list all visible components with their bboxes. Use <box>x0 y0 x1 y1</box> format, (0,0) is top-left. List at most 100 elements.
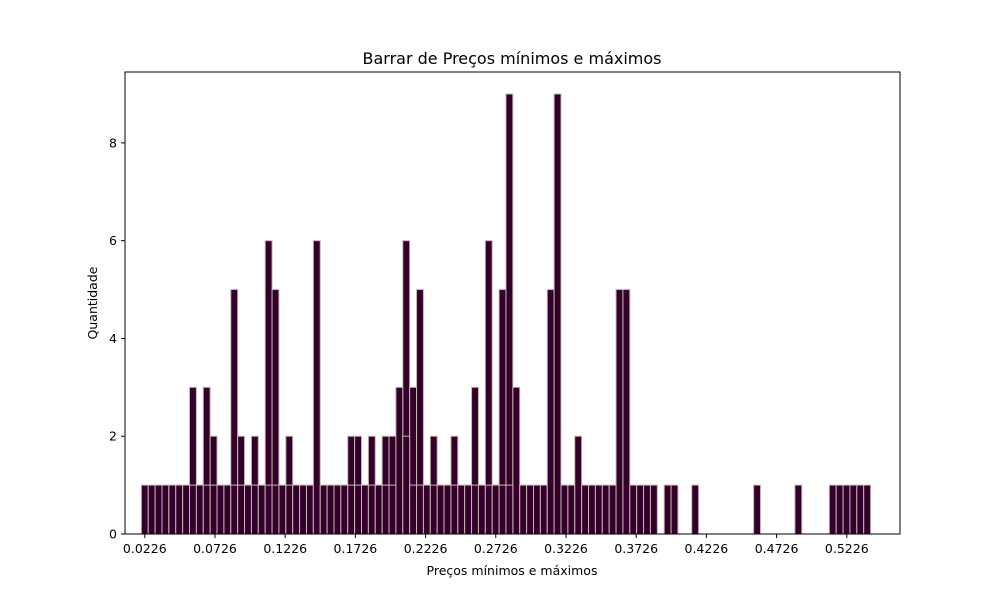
bar <box>175 484 184 535</box>
bar <box>395 386 404 535</box>
bar <box>436 484 445 535</box>
y-tick-label: 8 <box>109 135 117 150</box>
bar <box>505 484 514 535</box>
bar <box>340 484 349 535</box>
bar <box>553 93 562 535</box>
bar <box>594 484 603 535</box>
bar <box>532 484 541 535</box>
bar <box>519 484 528 535</box>
bar <box>182 484 191 535</box>
bar <box>622 289 631 535</box>
bar <box>347 484 356 535</box>
bar <box>842 484 851 535</box>
bar <box>216 484 225 535</box>
x-axis: 0.0226 0.0726 0.1226 0.1726 0.2226 0.2726 0.32… <box>123 534 869 556</box>
x-tick-label: 0.4226 <box>685 541 729 556</box>
bar <box>402 435 411 535</box>
bar <box>223 484 232 535</box>
bar <box>794 484 803 535</box>
bar <box>849 484 858 535</box>
bar <box>615 289 624 535</box>
y-tick-label: 0 <box>109 527 117 542</box>
bar <box>367 484 376 535</box>
y-tick-label: 2 <box>109 429 117 444</box>
y-tick-label: 4 <box>109 331 117 346</box>
bar <box>443 484 452 535</box>
bar <box>753 484 762 535</box>
x-tick-label: 0.3726 <box>614 541 658 556</box>
y-axis-label: Quantidade <box>85 266 100 339</box>
bar <box>828 484 837 535</box>
x-tick-label: 0.1226 <box>263 541 307 556</box>
bar <box>484 484 493 535</box>
x-tick-label: 0.5226 <box>825 541 869 556</box>
x-axis-label: Preços mínimos e máximos <box>427 563 598 578</box>
bar <box>285 484 294 535</box>
bar <box>691 484 700 535</box>
bar <box>168 484 177 535</box>
x-tick-label: 0.2726 <box>474 541 518 556</box>
bar <box>608 484 617 535</box>
x-tick-label: 0.1726 <box>334 541 378 556</box>
bar <box>416 484 424 535</box>
bar <box>498 484 507 535</box>
bar <box>374 484 383 535</box>
bar <box>264 484 273 535</box>
bar <box>237 484 246 535</box>
bar <box>292 484 301 535</box>
bar <box>154 484 163 535</box>
bar <box>505 93 514 535</box>
bar <box>299 484 307 535</box>
bar <box>202 484 211 535</box>
bar <box>209 484 218 535</box>
bar <box>636 484 645 535</box>
bar <box>629 484 638 535</box>
bar <box>271 484 280 535</box>
bar <box>381 484 390 535</box>
bar <box>326 484 335 535</box>
bar <box>663 484 672 535</box>
bar <box>601 484 610 535</box>
bar <box>388 484 397 535</box>
bar <box>835 484 844 535</box>
bar <box>560 484 569 535</box>
bar <box>491 484 500 535</box>
bar <box>574 435 583 535</box>
bar <box>429 484 438 535</box>
bar <box>581 484 590 535</box>
bar <box>567 484 576 535</box>
bar <box>250 484 259 535</box>
y-axis: 0 2 4 6 8 <box>109 135 125 542</box>
bar <box>147 484 156 535</box>
bars-layer <box>140 93 872 535</box>
bar <box>539 484 548 535</box>
bar <box>161 484 170 535</box>
x-tick-label: 0.4726 <box>755 541 799 556</box>
bar <box>457 484 466 535</box>
bar <box>230 484 239 535</box>
bar <box>140 484 149 535</box>
x-tick-label: 0.3226 <box>544 541 588 556</box>
bar <box>464 484 473 535</box>
bar <box>643 484 651 535</box>
x-tick-label: 0.0226 <box>123 541 167 556</box>
bar <box>361 484 369 535</box>
bar <box>278 484 287 535</box>
chart-title: Barrar de Preços mínimos e máximos <box>362 49 661 68</box>
bar <box>526 484 534 535</box>
bar <box>422 484 431 535</box>
bar <box>450 484 459 535</box>
bar <box>244 484 252 535</box>
bar <box>471 484 479 535</box>
bar <box>670 484 679 535</box>
plot-frame <box>124 71 901 535</box>
bar <box>312 240 321 535</box>
bar <box>257 484 266 535</box>
bar <box>189 484 197 535</box>
y-tick-label: 6 <box>109 233 117 248</box>
x-tick-label: 0.0726 <box>193 541 237 556</box>
bar <box>863 484 872 535</box>
bar <box>512 386 521 535</box>
bar <box>333 484 342 535</box>
